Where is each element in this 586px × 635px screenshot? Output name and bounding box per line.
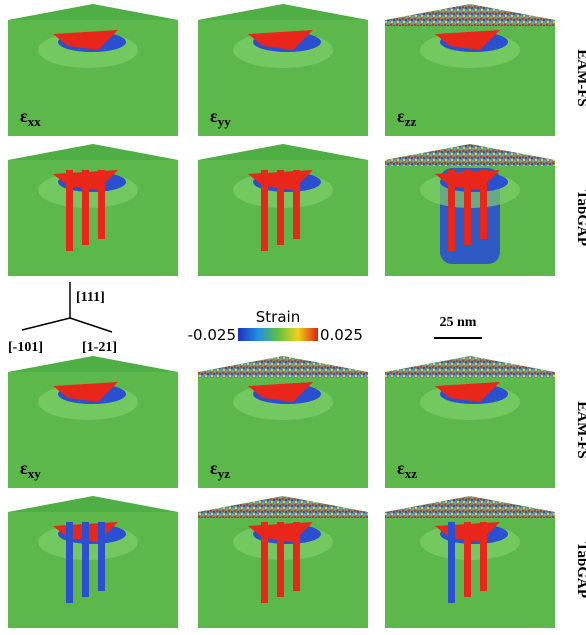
symbol: ε <box>210 458 218 478</box>
symbol: ε <box>210 106 218 126</box>
method-label: TabGAP <box>574 542 586 598</box>
defect <box>53 382 118 402</box>
orientation-axes <box>21 282 113 333</box>
surface <box>385 356 555 378</box>
strain-panel <box>198 356 368 488</box>
strain-panel <box>198 496 368 628</box>
surface <box>385 4 555 26</box>
dislocation <box>448 522 455 603</box>
surface <box>198 144 368 160</box>
method-label: EAM-FS <box>574 49 586 107</box>
subscript: xy <box>28 466 42 481</box>
dislocation <box>98 522 105 591</box>
dislocation <box>293 522 300 591</box>
strain-panel <box>385 144 555 276</box>
strain-panel <box>8 144 178 276</box>
dislocation <box>82 522 89 597</box>
subscript: yy <box>218 114 232 129</box>
symbol: ε <box>20 106 28 126</box>
surface <box>8 356 178 372</box>
defect <box>248 382 313 402</box>
subscript: xz <box>405 466 418 481</box>
dislocation <box>261 522 268 603</box>
strain-panel <box>198 4 368 136</box>
dislocation <box>480 170 487 239</box>
method-label: EAM-FS <box>574 401 586 459</box>
symbol: ε <box>20 458 28 478</box>
strain-panel <box>8 4 178 136</box>
panel-background <box>8 4 178 136</box>
strain-panel <box>385 496 555 628</box>
colorbar-min: -0.025 <box>188 326 236 344</box>
surface <box>8 144 178 160</box>
dislocation <box>277 170 284 245</box>
dislocation <box>261 170 268 251</box>
defect <box>248 30 313 50</box>
component-label: εxx <box>20 106 41 129</box>
surface <box>385 496 555 518</box>
surface <box>198 356 368 378</box>
component-label: εxy <box>20 458 41 481</box>
scale-bar-label: 25 nm <box>440 315 477 330</box>
dislocation <box>464 522 471 597</box>
dislocation <box>480 522 487 591</box>
component-label: εyz <box>210 458 230 481</box>
strain-panel <box>8 356 178 488</box>
dislocation <box>277 522 284 597</box>
dislocation <box>66 170 73 251</box>
method-label: TabGAP <box>574 190 586 246</box>
surface <box>8 496 178 512</box>
subscript: yz <box>218 466 231 481</box>
component-label: εxz <box>397 458 417 481</box>
component-label: εzz <box>397 106 416 129</box>
defect <box>435 30 500 50</box>
axis-arrow <box>69 317 113 333</box>
colorbar <box>238 328 318 341</box>
surface <box>385 144 555 166</box>
dislocation <box>66 522 73 603</box>
colorbar-title: Strain <box>256 308 300 326</box>
defect <box>53 30 118 50</box>
strain-panel <box>198 144 368 276</box>
defect <box>435 382 500 402</box>
panel-background <box>8 496 178 628</box>
panel-background <box>8 144 178 276</box>
symbol: ε <box>397 458 405 478</box>
axis-label: [1-21] <box>82 340 117 355</box>
strain-panel <box>385 4 555 136</box>
dislocation <box>448 170 455 251</box>
subscript: zz <box>405 114 417 129</box>
strain-panel <box>385 356 555 488</box>
surface <box>8 4 178 20</box>
dislocation <box>464 170 471 245</box>
dislocation <box>82 170 89 245</box>
axis-label: [-101] <box>8 340 43 355</box>
axis-arrow <box>21 317 71 331</box>
panel-background <box>198 4 368 136</box>
symbol: ε <box>397 106 405 126</box>
dislocation <box>293 170 300 239</box>
dislocation <box>98 170 105 239</box>
axis-label: [111] <box>76 290 105 305</box>
strain-panel <box>8 496 178 628</box>
component-label: εyy <box>210 106 231 129</box>
subscript: xx <box>28 114 42 129</box>
panel-background <box>8 356 178 488</box>
surface <box>198 4 368 20</box>
colorbar-max: 0.025 <box>320 326 363 344</box>
surface <box>198 496 368 518</box>
